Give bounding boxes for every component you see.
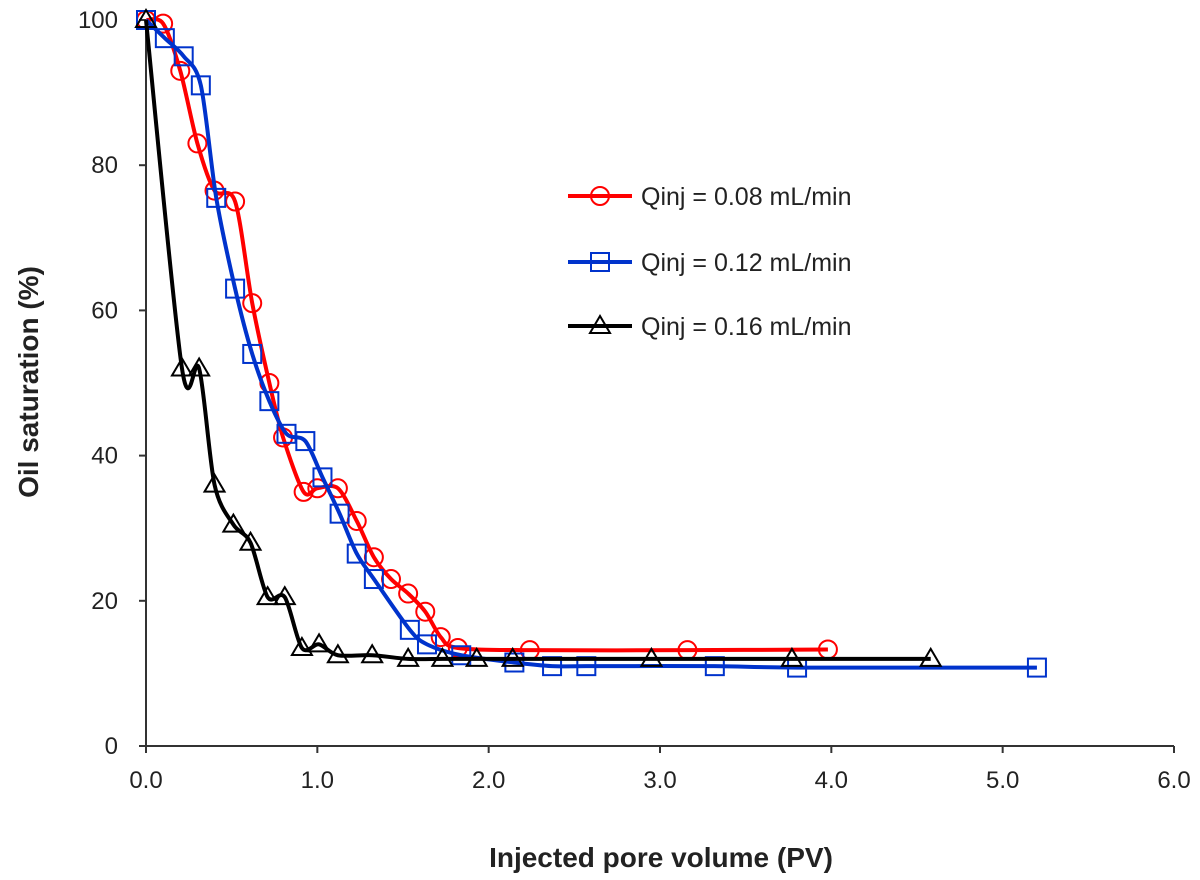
data-point-circle bbox=[398, 583, 419, 604]
legend-item: Qinj = 0.12 mL/min bbox=[568, 249, 852, 277]
data-point-triangle bbox=[326, 643, 350, 664]
data-point-square bbox=[1026, 657, 1047, 678]
series-2 bbox=[136, 10, 1047, 678]
data-point-circle bbox=[187, 133, 208, 154]
data-point-triangle bbox=[134, 8, 158, 28]
data-point-circle bbox=[242, 293, 263, 314]
data-point-triangle bbox=[221, 512, 246, 533]
axes bbox=[139, 19, 1175, 753]
data-point-triangle bbox=[273, 585, 297, 606]
x-tick-label: 2.0 bbox=[472, 767, 505, 794]
legend-label: Qinj = 0.12 mL/min bbox=[641, 249, 852, 277]
data-point-square bbox=[259, 391, 280, 412]
x-tick-label: 1.0 bbox=[301, 767, 334, 794]
data-point-triangle bbox=[500, 646, 525, 667]
data-point-square bbox=[363, 569, 384, 590]
y-tick-label: 0 bbox=[105, 733, 118, 760]
data-point-triangle bbox=[588, 314, 612, 334]
y-tick-label: 60 bbox=[91, 297, 118, 324]
x-tick-label: 6.0 bbox=[1157, 767, 1190, 794]
data-point-triangle bbox=[238, 530, 263, 551]
data-point-triangle bbox=[918, 646, 943, 667]
tick-labels: 0.0 1.0 2.0 3.0 4.0 5.0 6.0 0 20 40 60 80 100 bbox=[78, 7, 1191, 794]
data-point-square bbox=[190, 75, 211, 96]
y-tick-label: 20 bbox=[91, 588, 118, 615]
data-point-square bbox=[399, 619, 420, 640]
data-point-square bbox=[154, 28, 175, 49]
series-layer bbox=[134, 8, 1047, 678]
data-point-triangle bbox=[170, 356, 194, 377]
data-point-triangle bbox=[396, 646, 420, 667]
data-point-square bbox=[346, 543, 367, 564]
data-point-circle bbox=[430, 627, 451, 648]
data-point-square bbox=[312, 467, 333, 488]
data-point-triangle bbox=[187, 356, 211, 377]
data-point-triangle bbox=[255, 585, 280, 606]
x-tick-label: 4.0 bbox=[815, 767, 848, 794]
x-tick-label: 3.0 bbox=[643, 767, 676, 794]
series-line bbox=[144, 18, 1037, 670]
x-tick-label: 5.0 bbox=[986, 767, 1019, 794]
data-point-triangle bbox=[430, 646, 455, 667]
y-tick-label: 100 bbox=[78, 7, 118, 34]
data-point-square bbox=[225, 278, 246, 299]
series-line bbox=[145, 17, 828, 653]
y-tick-label: 40 bbox=[91, 443, 118, 470]
y-axis-title: Oil saturation (%) bbox=[13, 266, 44, 498]
data-point-circle bbox=[293, 481, 314, 502]
x-tick-label: 0.0 bbox=[129, 767, 162, 794]
series-line bbox=[144, 19, 931, 662]
data-point-square bbox=[295, 431, 316, 452]
data-point-square bbox=[451, 645, 472, 666]
legend: Qinj = 0.08 mL/min Qinj = 0.12 mL/min Qinj… bbox=[568, 183, 852, 341]
data-point-triangle bbox=[780, 646, 804, 667]
data-point-square bbox=[206, 187, 227, 208]
data-point-square bbox=[329, 503, 350, 524]
y-tick-label: 80 bbox=[91, 152, 118, 179]
data-point-square bbox=[173, 46, 194, 67]
data-point-triangle bbox=[639, 646, 664, 667]
data-point-circle bbox=[590, 186, 610, 206]
data-point-square bbox=[590, 252, 610, 272]
data-point-triangle bbox=[464, 646, 489, 667]
data-point-triangle bbox=[202, 472, 227, 493]
series-3 bbox=[134, 8, 943, 667]
data-point-circle bbox=[415, 601, 436, 622]
legend-label: Qinj = 0.08 mL/min bbox=[641, 183, 852, 211]
legend-item: Qinj = 0.16 mL/min bbox=[568, 313, 852, 341]
data-point-triangle bbox=[307, 632, 331, 653]
data-point-triangle bbox=[290, 636, 314, 656]
x-axis-title: Injected pore volume (PV) bbox=[489, 842, 833, 873]
data-point-square bbox=[416, 634, 437, 655]
legend-label: Qinj = 0.16 mL/min bbox=[641, 313, 852, 341]
data-point-triangle bbox=[360, 643, 384, 664]
data-point-square bbox=[242, 343, 263, 364]
legend-item: Qinj = 0.08 mL/min bbox=[568, 183, 852, 211]
data-point-circle bbox=[170, 60, 191, 81]
